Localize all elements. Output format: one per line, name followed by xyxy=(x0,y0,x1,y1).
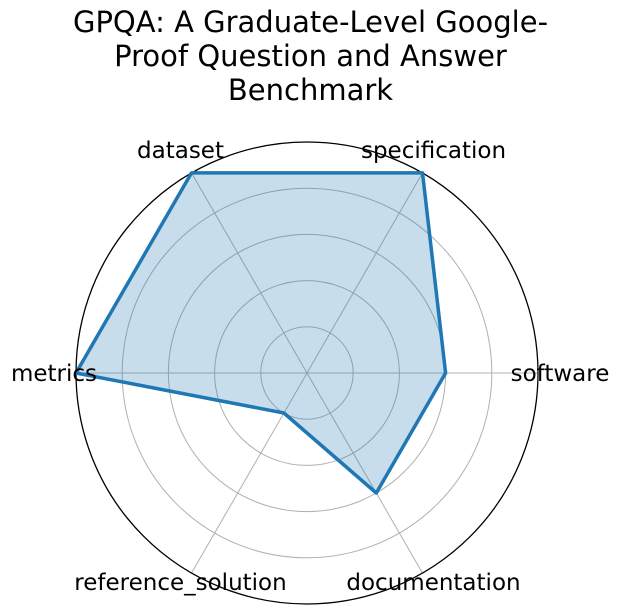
radar-spoke xyxy=(306,372,423,574)
axis-label-specification: specification xyxy=(361,138,506,164)
radar-spoke xyxy=(306,172,423,374)
chart-title: GPQA: A Graduate-Level Google- Proof Que… xyxy=(0,5,621,107)
axis-label-reference_solution: reference_solution xyxy=(74,570,286,596)
radar-spoke xyxy=(191,372,308,574)
chart-title-line-3: Benchmark xyxy=(227,73,394,107)
axis-label-software: software xyxy=(511,361,610,387)
axis-label-metrics: metrics xyxy=(11,361,97,387)
axis-label-documentation: documentation xyxy=(346,570,520,596)
chart-title-line-2: Proof Question and Answer xyxy=(114,39,507,73)
chart-title-line-1: GPQA: A Graduate-Level Google- xyxy=(72,5,549,39)
axis-label-dataset: dataset xyxy=(137,138,224,164)
radar-data-polygon xyxy=(74,171,448,495)
radar-spoke xyxy=(191,172,308,374)
